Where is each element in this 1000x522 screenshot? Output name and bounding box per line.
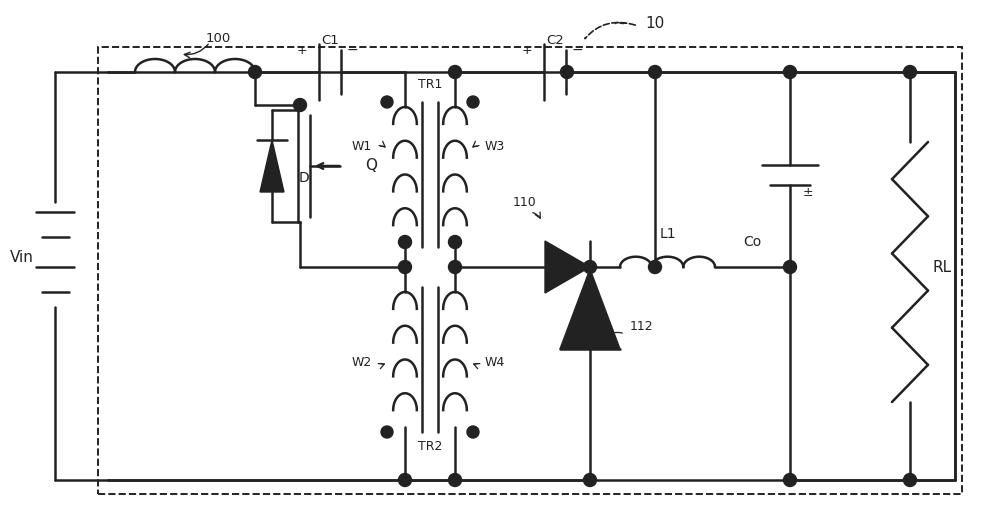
Circle shape xyxy=(398,235,412,248)
Text: −: − xyxy=(571,43,583,57)
Circle shape xyxy=(904,65,916,78)
Circle shape xyxy=(648,260,662,274)
Circle shape xyxy=(784,65,796,78)
Circle shape xyxy=(467,96,479,108)
Text: C2: C2 xyxy=(546,33,564,46)
Text: TR2: TR2 xyxy=(418,441,442,454)
Circle shape xyxy=(448,65,462,78)
Text: W1: W1 xyxy=(352,140,372,153)
Polygon shape xyxy=(260,140,284,192)
Circle shape xyxy=(381,426,393,438)
Text: 112: 112 xyxy=(630,321,654,334)
Text: ±: ± xyxy=(803,185,813,198)
Text: 110: 110 xyxy=(513,196,537,208)
Text: −: − xyxy=(346,43,358,57)
Circle shape xyxy=(904,473,916,487)
Text: W2: W2 xyxy=(352,355,372,369)
Text: Vin: Vin xyxy=(10,250,34,265)
Circle shape xyxy=(784,473,796,487)
Circle shape xyxy=(448,260,462,274)
Circle shape xyxy=(294,99,306,112)
Polygon shape xyxy=(560,269,620,349)
Text: ~: ~ xyxy=(612,15,628,33)
Text: Co: Co xyxy=(744,235,762,249)
Circle shape xyxy=(584,260,596,274)
Circle shape xyxy=(648,65,662,78)
Circle shape xyxy=(448,473,462,487)
Circle shape xyxy=(381,96,393,108)
Polygon shape xyxy=(545,241,590,293)
Circle shape xyxy=(398,260,412,274)
Circle shape xyxy=(560,65,574,78)
Text: Q: Q xyxy=(365,159,377,173)
Text: C1: C1 xyxy=(321,33,339,46)
Text: +: + xyxy=(297,43,307,56)
Circle shape xyxy=(248,65,262,78)
Text: 100: 100 xyxy=(205,32,231,45)
Text: TR1: TR1 xyxy=(418,78,442,91)
Circle shape xyxy=(448,235,462,248)
Circle shape xyxy=(467,426,479,438)
FancyArrowPatch shape xyxy=(585,22,635,39)
Circle shape xyxy=(784,260,796,274)
Text: RL: RL xyxy=(932,259,952,275)
Text: W4: W4 xyxy=(485,355,505,369)
Text: +: + xyxy=(522,43,532,56)
Text: L1: L1 xyxy=(660,227,676,241)
Text: D: D xyxy=(299,171,309,185)
Text: W3: W3 xyxy=(485,140,505,153)
Circle shape xyxy=(398,473,412,487)
Circle shape xyxy=(584,473,596,487)
Text: 10: 10 xyxy=(645,17,665,31)
